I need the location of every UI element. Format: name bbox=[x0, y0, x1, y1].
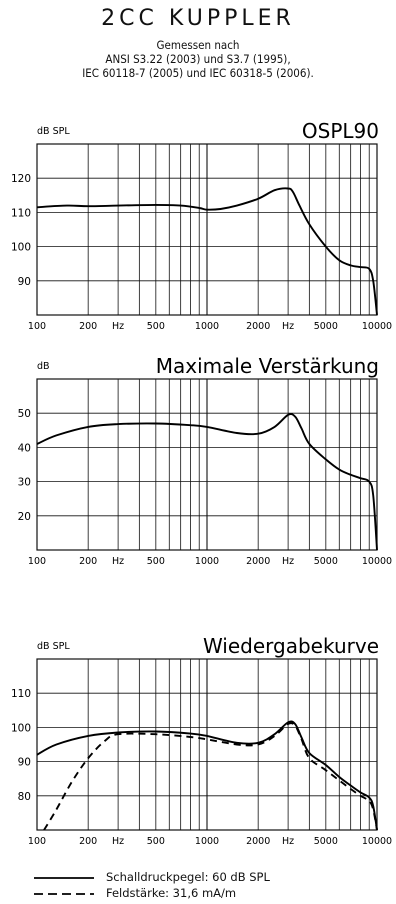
chart-title: Maximale Verstärkung bbox=[156, 354, 379, 378]
x-tick-label: 5000 bbox=[314, 836, 338, 847]
y-tick-label: 80 bbox=[18, 791, 31, 803]
x-tick-label: 200 bbox=[79, 836, 97, 847]
y-tick-label: 90 bbox=[18, 276, 31, 288]
x-tick-label: 200 bbox=[79, 556, 97, 567]
x-tick-label: 10000 bbox=[362, 556, 392, 567]
series-line-solid bbox=[37, 413, 378, 550]
x-tick-label: Hz bbox=[112, 321, 124, 332]
legend-solid-label: Schalldruckpegel: 60 dB SPL bbox=[106, 870, 270, 884]
x-tick-label: 1000 bbox=[195, 321, 219, 332]
y-tick-label: 40 bbox=[18, 442, 31, 454]
y-tick-label: 110 bbox=[11, 207, 31, 219]
plot-frame bbox=[36, 378, 378, 551]
y-tick-label: 50 bbox=[18, 408, 31, 420]
x-tick-label: 2000 bbox=[246, 556, 270, 567]
y-tick-label: 120 bbox=[11, 173, 31, 185]
legend-dashed-swatch bbox=[34, 893, 94, 895]
x-tick-label: 2000 bbox=[246, 321, 270, 332]
x-tick-label: 5000 bbox=[314, 556, 338, 567]
legend-solid-swatch bbox=[34, 877, 94, 879]
y-tick-label: 90 bbox=[18, 757, 31, 769]
chart-max-gain: dB Maximale Verstärkung 20 30 40 50 100 200 Hz 50… bbox=[18, 354, 392, 567]
series-line-solid bbox=[37, 187, 378, 315]
plot-frame bbox=[36, 143, 378, 316]
x-tick-label: 10000 bbox=[362, 321, 392, 332]
y-axis-label: dB SPL bbox=[37, 641, 70, 652]
legend-dashed-label: Feldstärke: 31,6 mA/m bbox=[106, 886, 237, 900]
x-tick-label: 100 bbox=[28, 556, 46, 567]
x-tick-label: Hz bbox=[282, 321, 294, 332]
chart-title: OSPL90 bbox=[302, 119, 379, 143]
chart-ospl90: dB SPL OSPL90 90 100 110 120 100 200 Hz 500 1000 20… bbox=[11, 119, 392, 332]
x-tick-label: 1000 bbox=[195, 556, 219, 567]
x-tick-label: 10000 bbox=[362, 836, 392, 847]
plot-frame bbox=[36, 658, 378, 831]
x-tick-label: 500 bbox=[147, 321, 165, 332]
y-tick-label: 20 bbox=[18, 511, 31, 523]
series-line-solid bbox=[37, 720, 378, 830]
y-tick-label: 30 bbox=[18, 477, 31, 489]
x-tick-label: 5000 bbox=[314, 321, 338, 332]
document-title: 2CC KUPPLER bbox=[101, 6, 295, 31]
subtitle-line-3: IEC 60118-7 (2005) und IEC 60318-5 (2006… bbox=[82, 66, 314, 80]
y-axis-label: dB SPL bbox=[37, 126, 70, 137]
y-tick-label: 100 bbox=[11, 242, 31, 254]
x-tick-label: 100 bbox=[28, 321, 46, 332]
x-tick-label: 100 bbox=[28, 836, 46, 847]
subtitle-line-2: ANSI S3.22 (2003) und S3.7 (1995), bbox=[105, 52, 291, 66]
chart-response-curve: dB SPL Wiedergabekurve 80 90 100 110 100 200 Hz 5… bbox=[11, 634, 392, 847]
y-axis-label: dB bbox=[37, 361, 50, 372]
y-tick-label: 100 bbox=[11, 722, 31, 734]
x-tick-label: Hz bbox=[282, 556, 294, 567]
x-tick-label: Hz bbox=[282, 836, 294, 847]
x-tick-label: 2000 bbox=[246, 836, 270, 847]
x-tick-label: 500 bbox=[147, 556, 165, 567]
subtitle-line-1: Gemessen nach bbox=[156, 38, 240, 52]
x-tick-label: 1000 bbox=[195, 836, 219, 847]
y-tick-label: 110 bbox=[11, 688, 31, 700]
x-tick-label: 500 bbox=[147, 836, 165, 847]
x-tick-label: 200 bbox=[79, 321, 97, 332]
x-tick-label: Hz bbox=[112, 556, 124, 567]
chart-title: Wiedergabekurve bbox=[203, 634, 379, 658]
x-tick-label: Hz bbox=[112, 836, 124, 847]
series-line-dashed bbox=[43, 722, 378, 830]
